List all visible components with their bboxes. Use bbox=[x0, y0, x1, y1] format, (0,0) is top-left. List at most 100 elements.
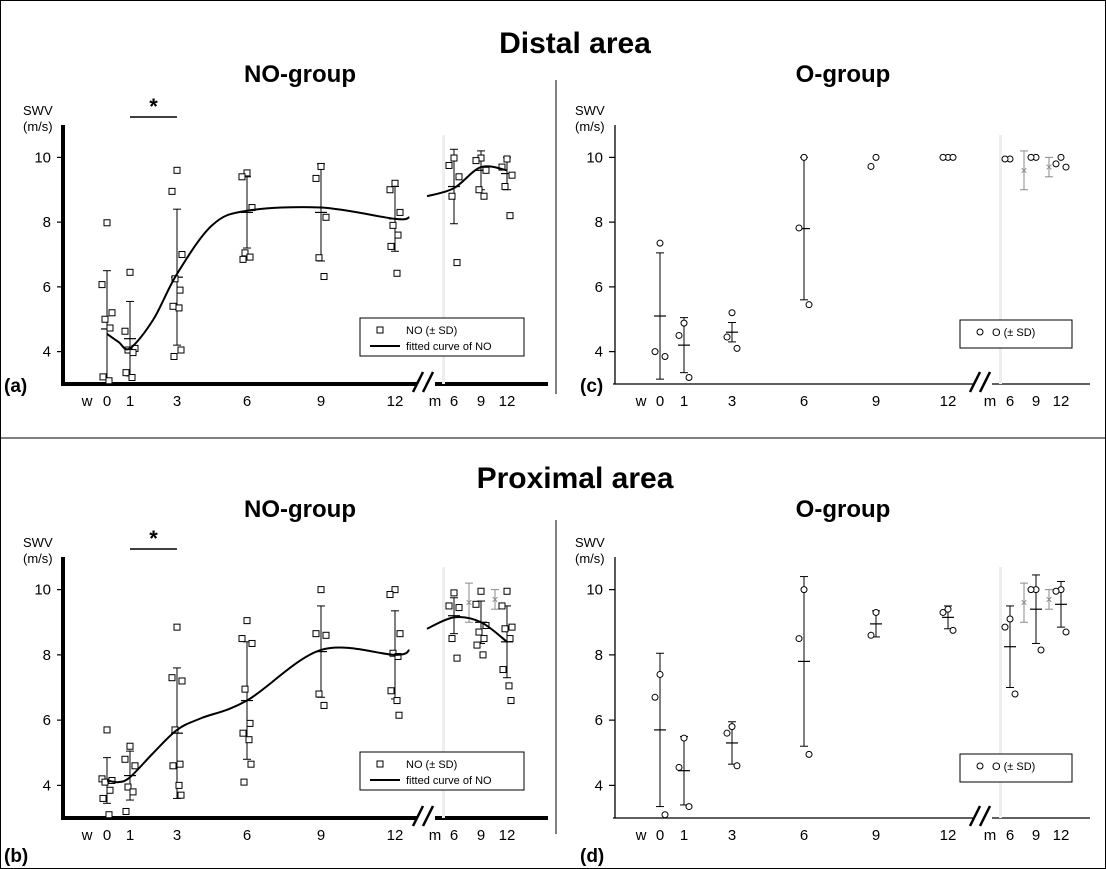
data-point bbox=[1052, 160, 1060, 168]
axis-break-mark bbox=[421, 805, 435, 827]
data-point bbox=[129, 788, 137, 796]
months-separator-band bbox=[442, 567, 445, 818]
x-tick-label: 3 bbox=[728, 827, 736, 844]
data-point bbox=[499, 666, 507, 674]
x-tick-label: 3 bbox=[173, 827, 181, 844]
data-point bbox=[312, 174, 320, 182]
data-point bbox=[243, 169, 251, 177]
y-axis-unit: (m/s) bbox=[575, 551, 605, 566]
x-tick-label: 12 bbox=[499, 827, 516, 844]
errorbar-mean-marker: × bbox=[1045, 160, 1052, 174]
panel-letter: (a) bbox=[4, 376, 27, 397]
x-tick-label: 9 bbox=[1032, 827, 1040, 844]
data-point bbox=[108, 309, 116, 317]
data-point bbox=[506, 635, 514, 643]
data-point bbox=[105, 377, 113, 385]
y-tick-label: 6 bbox=[43, 712, 51, 729]
data-point bbox=[445, 602, 453, 610]
y-axis-label: SWV bbox=[23, 103, 53, 118]
data-point bbox=[322, 631, 330, 639]
data-point bbox=[240, 778, 248, 786]
data-point bbox=[482, 166, 490, 174]
data-point bbox=[103, 219, 111, 227]
data-point bbox=[685, 803, 693, 811]
data-point bbox=[501, 183, 509, 191]
x-tick-label: 6 bbox=[1006, 827, 1014, 844]
data-point bbox=[445, 161, 453, 169]
data-point bbox=[315, 690, 323, 698]
data-point bbox=[450, 154, 458, 162]
x-tick-label: w bbox=[81, 393, 93, 410]
x-tick-label: m bbox=[429, 393, 442, 410]
y-tick-label: 8 bbox=[595, 647, 603, 664]
y-axis-label: SWV bbox=[575, 535, 605, 550]
data-point bbox=[248, 639, 256, 647]
y-tick-label: 10 bbox=[586, 582, 603, 599]
data-point bbox=[105, 811, 113, 819]
y-axis-unit: (m/s) bbox=[23, 551, 53, 566]
data-point bbox=[247, 760, 255, 768]
x-tick-label: 6 bbox=[800, 827, 808, 844]
data-point bbox=[477, 587, 485, 595]
data-point bbox=[1052, 587, 1060, 595]
data-point bbox=[128, 374, 136, 382]
data-point bbox=[103, 726, 111, 734]
data-point bbox=[455, 173, 463, 181]
data-point bbox=[506, 212, 514, 220]
x-tick-label: w bbox=[635, 827, 647, 844]
data-point bbox=[176, 760, 184, 768]
data-point bbox=[795, 635, 803, 643]
legend-label: fitted curve of NO bbox=[406, 775, 492, 787]
data-point bbox=[395, 711, 403, 719]
data-point bbox=[121, 327, 129, 335]
group-title: O-group bbox=[796, 496, 891, 523]
data-point bbox=[241, 685, 249, 693]
group-title: NO-group bbox=[244, 496, 356, 523]
months-separator-band bbox=[442, 135, 445, 384]
data-point bbox=[728, 723, 736, 731]
section-title-distal: Distal area bbox=[499, 27, 651, 60]
x-tick-label: 9 bbox=[872, 827, 880, 844]
data-point bbox=[501, 625, 509, 633]
data-point bbox=[472, 157, 480, 165]
data-point bbox=[733, 762, 741, 770]
data-point bbox=[389, 221, 397, 229]
data-point bbox=[175, 781, 183, 789]
data-point bbox=[453, 654, 461, 662]
data-point bbox=[680, 319, 688, 327]
data-point bbox=[949, 153, 957, 161]
data-point bbox=[728, 309, 736, 317]
x-tick-label: 9 bbox=[477, 393, 485, 410]
axis-break-mark bbox=[968, 805, 982, 827]
x-tick-label: 9 bbox=[317, 827, 325, 844]
legend-label: fitted curve of NO bbox=[406, 341, 492, 353]
data-point bbox=[393, 269, 401, 277]
data-point bbox=[867, 162, 875, 170]
data-point bbox=[675, 763, 683, 771]
axis-break-mark bbox=[978, 805, 992, 827]
data-point bbox=[170, 352, 178, 360]
data-point bbox=[448, 192, 456, 200]
y-tick-label: 4 bbox=[595, 777, 603, 794]
group-title: NO-group bbox=[244, 61, 356, 88]
data-point bbox=[396, 208, 404, 216]
months-separator-band bbox=[999, 567, 1002, 818]
x-tick-label: 12 bbox=[387, 827, 404, 844]
data-point bbox=[480, 635, 488, 643]
legend-marker bbox=[376, 760, 384, 768]
y-tick-label: 10 bbox=[586, 149, 603, 166]
y-tick-label: 4 bbox=[43, 777, 51, 794]
x-tick-label: 1 bbox=[680, 827, 688, 844]
data-point bbox=[122, 369, 130, 377]
x-tick-label: 6 bbox=[450, 827, 458, 844]
data-point bbox=[795, 224, 803, 232]
axis-break-mark bbox=[968, 371, 982, 393]
y-tick-label: 6 bbox=[595, 712, 603, 729]
legend-marker bbox=[376, 326, 384, 334]
fitted-curve bbox=[426, 165, 508, 198]
axis-break-mark bbox=[421, 371, 435, 393]
group-title: O-group bbox=[796, 61, 891, 88]
legend-label: O (± SD) bbox=[992, 761, 1035, 773]
data-point bbox=[680, 734, 688, 742]
data-point bbox=[239, 255, 247, 263]
